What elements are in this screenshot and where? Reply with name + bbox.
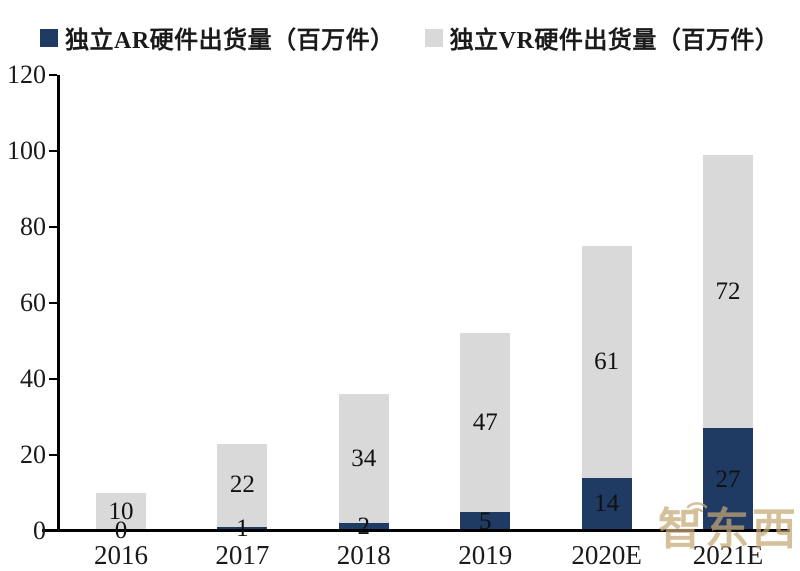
bar-value-label: 61 <box>594 347 620 375</box>
x-axis-category-label: 2016 <box>94 540 148 570</box>
x-axis-line <box>42 529 790 532</box>
bar-segment-ar <box>581 477 632 531</box>
legend-item-vr: 独立VR硬件出货量（百万件） <box>424 20 780 55</box>
bar-value-label: 27 <box>715 465 741 493</box>
bar-value-label: 5 <box>478 507 492 535</box>
legend-label: 独立VR硬件出货量（百万件） <box>449 28 780 54</box>
bar-segment-vr <box>96 493 146 531</box>
x-axis-category-label: 2020E <box>571 540 642 570</box>
legend-swatch <box>424 28 443 47</box>
chart-legend: 独立AR硬件出货量（百万件） 独立VR硬件出货量（百万件） <box>40 20 779 55</box>
y-axis-tick-label: 60 <box>20 288 46 317</box>
bar-segment-vr <box>703 154 753 429</box>
bar-segment-ar <box>460 512 511 531</box>
bar-segment-ar <box>703 428 753 531</box>
bar-value-label: 72 <box>715 277 741 305</box>
bar-value-label: 22 <box>229 471 255 499</box>
y-axis-tick-label: 120 <box>7 60 46 89</box>
y-axis-tick <box>49 530 57 532</box>
bar-value-label: 1 <box>236 515 249 543</box>
bar-value-label: 0 <box>114 517 128 544</box>
bar-value-label: 47 <box>472 408 498 436</box>
y-axis-tick <box>49 378 57 380</box>
y-axis-tick-label: 40 <box>20 364 46 393</box>
y-axis-tick-label: 100 <box>7 136 46 165</box>
y-axis-tick <box>49 74 57 76</box>
bar-value-label: 14 <box>594 490 620 518</box>
bar-segment-vr <box>460 333 511 512</box>
y-axis-tick-label: 20 <box>20 440 46 469</box>
y-axis-tick-label: 80 <box>20 212 46 241</box>
y-axis-tick <box>49 454 57 456</box>
bar-segment-vr <box>338 394 389 524</box>
y-axis-tick-label: 0 <box>33 516 46 545</box>
x-axis-category-label: 2019 <box>458 540 513 570</box>
y-axis-line <box>57 75 60 531</box>
bar-value-label: 34 <box>351 444 377 472</box>
y-axis-tick <box>49 302 57 304</box>
legend-label: 独立AR硬件出货量（百万件） <box>65 28 395 54</box>
legend-swatch <box>40 28 58 47</box>
bar-segment-ar <box>338 523 389 531</box>
bar-segment-vr <box>217 443 268 528</box>
x-axis-category-label: 2018 <box>336 540 391 570</box>
y-axis-tick <box>49 226 57 228</box>
bar-segment-vr <box>581 246 632 478</box>
bar-value-label: 10 <box>108 498 134 525</box>
x-axis-category-label: 2017 <box>215 540 270 570</box>
y-axis-tick <box>49 150 57 152</box>
legend-item-ar: 独立AR硬件出货量（百万件） <box>40 20 395 55</box>
bar-value-label: 2 <box>357 513 371 541</box>
x-axis-category-label: 2021E <box>692 540 764 570</box>
